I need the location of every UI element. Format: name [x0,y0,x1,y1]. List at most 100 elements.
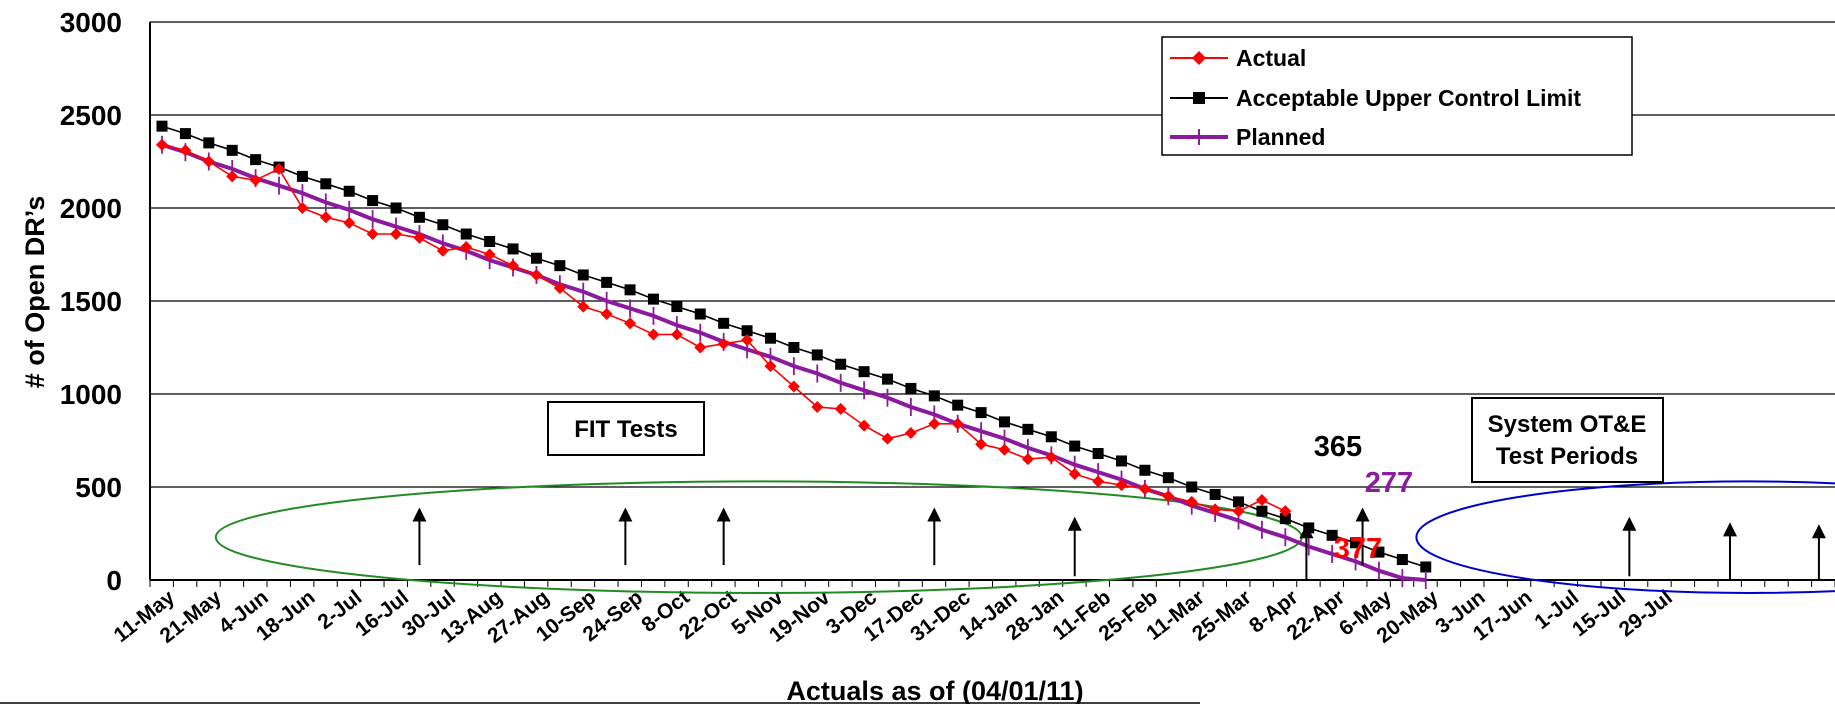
series-actual-point [951,417,964,430]
series-actual-point [811,401,824,414]
series-actual-point [670,328,683,341]
series-actual-point [226,170,239,183]
series-ucl-point [788,342,800,353]
event-arrow-head [1355,507,1370,522]
series-ucl-point [624,284,636,296]
series-actual-point [1255,494,1268,507]
series-actual-point [904,427,917,440]
y-tick-label: 2000 [60,193,122,224]
series-ucl-point [320,178,332,190]
series-ucl-point [999,416,1010,428]
callout-ucl-value: 365 [1314,431,1362,463]
series-ucl-point [835,358,847,370]
series-actual-point [436,244,449,257]
series-actual-point [717,337,730,350]
series-ucl-point [1303,522,1315,534]
legend-ucl-label: Acceptable Upper Control Limit [1236,85,1581,111]
series-actual-point [1068,467,1081,480]
legend: Actual Acceptable Upper Control Limit Pl… [1161,36,1633,156]
series-ucl-point [460,228,472,240]
series-ucl-point [1279,513,1291,525]
series-ucl-point [437,219,449,231]
series-ucl-point [367,195,379,207]
series-actual-point [834,402,847,415]
series-ucl-point [1373,546,1385,558]
series-actual-point [460,241,473,254]
series-actual-point [483,248,496,261]
test-period-ellipses [214,480,1835,595]
series-ucl-point [413,211,425,223]
series-actual-point [600,308,613,321]
series-ucl-point [484,235,496,247]
y-tick-label: 1000 [60,379,122,410]
series-ucl-point [905,382,917,394]
series-actual-point [1115,479,1128,492]
event-arrow-head [1722,522,1737,537]
series-ucl-point [296,170,308,182]
series-ucl-point [1420,561,1432,573]
x-axis-title: Actuals as of (04/01/11) [786,676,1083,704]
series-actual-point [553,281,566,294]
series-actual-point [1279,505,1292,518]
ote-box [1471,397,1664,483]
axes [0,22,1835,704]
ote-label-line1: System OT&E [1488,411,1647,438]
series-ucl-point [858,366,870,378]
event-arrow-head [716,507,731,522]
event-arrows [412,507,1826,580]
series-actual-point [343,216,356,229]
series-actual-point [975,438,988,451]
series-ucl-point [1256,505,1268,517]
series-ucl-point [1022,423,1034,435]
data-series [156,120,1432,589]
series-actual-point [577,300,590,313]
series-actual-point [1162,490,1175,503]
series-actual-point [319,211,332,224]
series-ucl-point [1209,488,1221,500]
legend-actual-marker [1192,51,1206,65]
series-actual-point [202,155,215,168]
series-ucl-point [601,276,613,288]
ote-label-line2: Test Periods [1496,443,1638,470]
series-ucl-point [156,120,168,132]
series-ucl-point [1233,496,1245,508]
series-ucl-point [530,252,542,264]
series-actual-point [624,317,637,330]
series-ucl-point [203,137,215,149]
callout-actual-value: 377 [1334,533,1382,565]
series-ucl-point [179,128,191,140]
series-actual-point [366,228,379,241]
series-ucl-point [928,390,940,402]
callout-planned-value: 277 [1365,467,1413,499]
series-ucl-point [1186,481,1198,493]
series-ucl-point [1045,431,1057,443]
series-ucl-point [1069,440,1081,452]
legend-box [1161,36,1633,156]
series-actual-point [413,231,426,244]
series-ucl-point [1116,455,1128,467]
series-actual-point [1021,453,1034,466]
series-actual-point [390,228,403,241]
series-ucl-point [1350,537,1362,549]
series-actual-point [1185,495,1198,508]
x-tick-label: 15-Jul [1568,586,1630,641]
series-ucl-point [975,407,987,419]
series-ucl-point [694,308,706,320]
gridlines [150,21,1835,581]
series-ucl-point [1092,448,1104,460]
series-actual-point [179,144,192,157]
fit-tests-ellipse [214,480,1303,595]
y-tick-label: 0 [106,565,122,596]
y-axis-title: # of Open DR’s [20,196,50,389]
series-ucl-point [554,260,566,272]
series-actual-point [1045,451,1058,464]
series-actual-point [764,360,777,373]
event-arrow-head [1622,516,1637,531]
series-ucl-point [741,325,753,337]
series-ucl-point [952,399,964,411]
event-arrow-head [1067,516,1082,531]
ot-e-ellipse [1415,480,1835,595]
series-actual-point [1232,505,1245,518]
series-ucl-point [1139,464,1151,476]
